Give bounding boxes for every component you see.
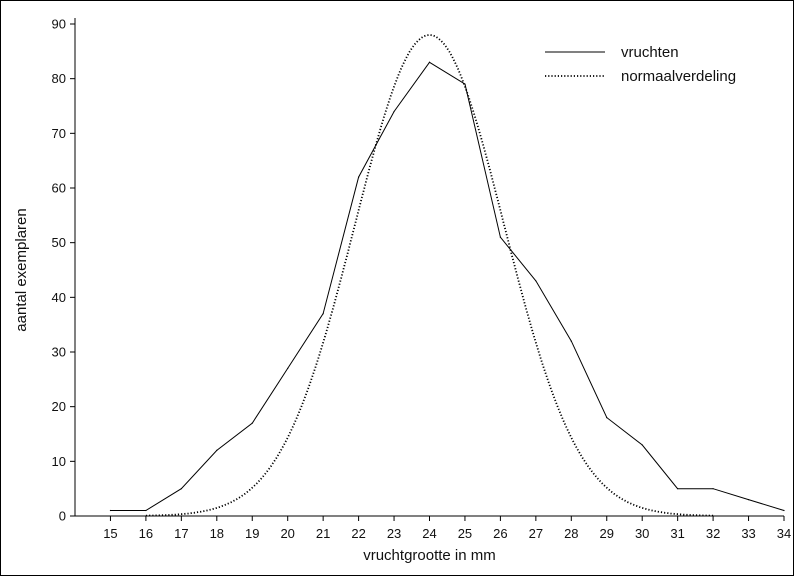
x-tick-label: 32	[706, 526, 720, 541]
y-tick-label: 30	[52, 345, 66, 360]
legend-label-normaalverdeling: normaalverdeling	[621, 68, 736, 85]
x-axis-title: vruchtgrootte in mm	[363, 547, 496, 564]
y-axis: 0 10 20 30 40 50 60 70 80 90	[52, 17, 76, 524]
x-tick-label: 29	[600, 526, 614, 541]
data-point	[358, 176, 360, 178]
x-tick-label: 18	[210, 526, 224, 541]
data-point	[145, 509, 147, 512]
x-tick-label: 23	[387, 526, 401, 541]
x-tick-label: 24	[422, 526, 436, 541]
x-tick-label: 20	[280, 526, 294, 541]
data-point	[322, 313, 324, 315]
y-tick-label: 70	[52, 126, 66, 141]
x-axis: 15 16 17 18 19 20 21 22 23 24 25 26 27 28 29 30 31 32 33 34	[75, 515, 791, 541]
x-tick-label: 22	[351, 526, 365, 541]
y-tick-label: 0	[59, 509, 66, 524]
series-line-vruchten	[110, 61, 785, 511]
data-point	[677, 488, 679, 490]
y-axis-title: aantal exemplaren	[13, 208, 30, 331]
x-tick-label: 27	[529, 526, 543, 541]
x-tick-label: 28	[564, 526, 578, 541]
data-point	[535, 280, 537, 282]
x-tick-label: 31	[670, 526, 684, 541]
y-tick-label: 40	[52, 290, 66, 305]
data-point	[783, 509, 785, 512]
series-lines	[109, 33, 785, 517]
data-point	[641, 444, 643, 446]
x-tick-label: 21	[316, 526, 330, 541]
data-point	[251, 422, 253, 424]
data-point	[180, 488, 182, 490]
data-point	[570, 340, 572, 342]
x-tick-label: 15	[103, 526, 117, 541]
x-tick-label: 25	[458, 526, 472, 541]
data-point	[712, 488, 714, 490]
data-point	[109, 509, 112, 512]
series-line-normaalverdeling	[145, 33, 714, 517]
y-tick-label: 60	[52, 181, 66, 196]
data-point	[393, 110, 395, 113]
y-tick-label: 10	[52, 454, 66, 469]
legend-label-vruchten: vruchten	[621, 44, 679, 61]
x-tick-label: 30	[635, 526, 649, 541]
x-tick-label: 33	[741, 526, 755, 541]
x-tick-label: 19	[245, 526, 259, 541]
x-tick-label: 26	[493, 526, 507, 541]
data-point	[606, 417, 608, 419]
y-tick-label: 80	[52, 71, 66, 86]
data-point	[216, 449, 218, 451]
y-tick-label: 20	[52, 399, 66, 414]
data-point	[747, 499, 750, 501]
y-tick-label: 50	[52, 235, 66, 250]
data-point	[287, 367, 289, 369]
x-tick-label: 34	[777, 526, 791, 541]
x-tick-label: 16	[139, 526, 153, 541]
legend: vruchten normaalverdeling	[545, 44, 736, 85]
data-point	[428, 61, 431, 63]
data-point	[499, 236, 501, 238]
x-tick-label: 17	[174, 526, 188, 541]
y-tick-label: 90	[52, 17, 66, 32]
